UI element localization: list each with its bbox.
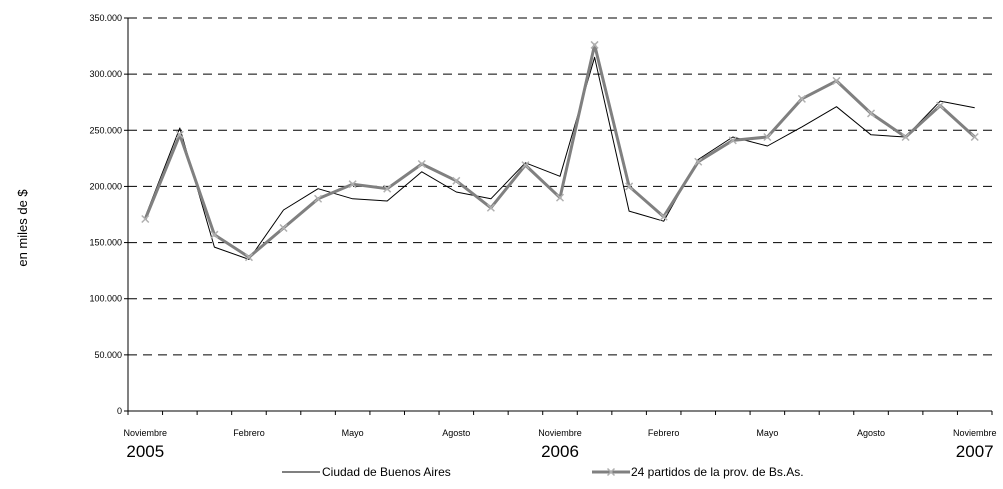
data-point-marker (970, 132, 979, 142)
y-tick-label: 250.000 (89, 125, 122, 135)
x-tick-label: Febrero (648, 428, 680, 438)
marker-stroke (832, 76, 841, 85)
marker-stroke (555, 193, 565, 202)
x-tick-label: Agosto (442, 428, 470, 438)
data-point-marker (590, 40, 599, 49)
data-point-marker (314, 194, 323, 203)
y-tick-label: 150.000 (89, 238, 122, 248)
marker-stroke (521, 161, 530, 170)
x-tick-label: Noviembre (124, 428, 168, 438)
data-point-marker (141, 214, 150, 224)
marker-stroke (763, 132, 772, 142)
y-tick-label: 50.000 (94, 350, 122, 360)
data-point-marker (452, 176, 461, 185)
data-point-marker (763, 132, 772, 142)
marker-stroke (314, 194, 323, 203)
marker-stroke (486, 203, 495, 212)
marker-stroke (659, 212, 668, 221)
marker-stroke (936, 101, 945, 110)
marker-stroke (279, 223, 288, 233)
data-point-marker (417, 159, 426, 169)
x-year-label: 2007 (956, 442, 994, 461)
marker-stroke (694, 157, 703, 166)
x-tick-label: Noviembre (538, 428, 582, 438)
marker-stroke (970, 132, 979, 142)
data-point-marker (728, 136, 737, 145)
data-point-marker (383, 184, 392, 193)
marker-stroke (606, 467, 616, 477)
data-point-marker (486, 203, 495, 212)
legend: Ciudad de Buenos Aires 24 partidos de la … (282, 465, 804, 479)
marker-stroke (417, 159, 426, 169)
data-point-marker (244, 253, 253, 262)
legend-label-1: Ciudad de Buenos Aires (322, 465, 451, 479)
x-tick-label: Febrero (233, 428, 265, 438)
x-tick-label: Mayo (756, 428, 778, 438)
series-line-2 (143, 43, 976, 259)
x-tick-label: Agosto (857, 428, 885, 438)
data-point-marker (797, 94, 806, 103)
data-point-marker (279, 223, 288, 233)
data-point-marker (694, 157, 703, 166)
x-year-label: 2006 (541, 442, 579, 461)
data-point-marker (901, 132, 910, 142)
data-point-marker (936, 101, 945, 110)
marker-stroke (901, 132, 910, 142)
y-tick-label: 300.000 (89, 69, 122, 79)
x-year-label: 2005 (126, 442, 164, 461)
y-tick-label: 0 (117, 406, 122, 416)
marker-stroke (244, 253, 253, 262)
y-tick-label: 350.000 (89, 13, 122, 23)
y-tick-label: 200.000 (89, 181, 122, 191)
data-point-marker (348, 180, 357, 189)
marker-stroke (625, 182, 634, 191)
x-tick-label: Mayo (342, 428, 364, 438)
marker-stroke (141, 214, 150, 224)
data-point-marker (659, 212, 668, 221)
x-tick-label: Noviembre (953, 428, 997, 438)
marker-stroke (452, 176, 461, 185)
y-axis-label: en miles de $ (15, 189, 30, 267)
legend-marker-2 (606, 467, 616, 477)
marker-stroke (728, 136, 737, 145)
marker-stroke (797, 94, 806, 103)
data-point-marker (175, 130, 184, 139)
marker-stroke (383, 184, 392, 193)
legend-label-2: 24 partidos de la prov. de Bs.As. (631, 465, 804, 479)
data-point-marker (521, 161, 530, 170)
marker-stroke (867, 109, 876, 118)
data-point-marker (832, 76, 841, 85)
data-point-marker (210, 230, 219, 239)
data-point-marker (625, 182, 634, 191)
marker-stroke (590, 40, 599, 49)
data-point-marker (867, 109, 876, 118)
marker-stroke (210, 230, 219, 239)
y-tick-label: 100.000 (89, 294, 122, 304)
series-line-1 (144, 56, 975, 260)
marker-stroke (175, 130, 184, 139)
marker-stroke (348, 180, 357, 189)
data-point-marker (555, 193, 565, 202)
